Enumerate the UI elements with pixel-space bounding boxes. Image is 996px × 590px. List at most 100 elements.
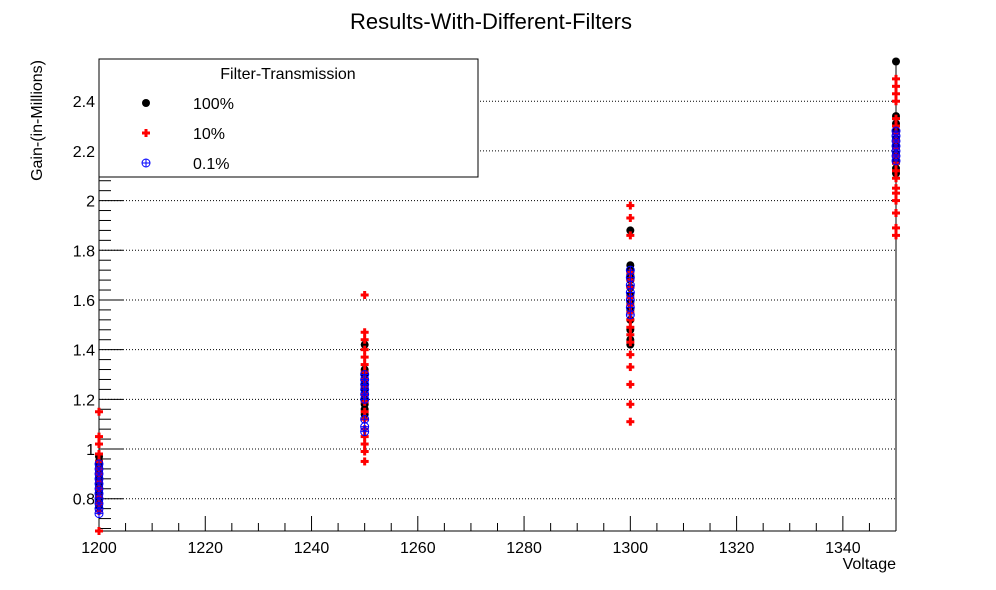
data-point — [360, 447, 369, 456]
plus-bar-vertical — [628, 363, 632, 372]
legend-box — [98, 58, 479, 178]
plus-bar-vertical — [628, 315, 632, 324]
data-point — [360, 360, 369, 369]
data-point — [892, 231, 900, 240]
y-tick-label: 1.4 — [73, 343, 95, 360]
plus-bar-vertical — [894, 184, 898, 193]
data-point — [892, 189, 900, 198]
x-tick-label: 1200 — [81, 540, 117, 557]
y-tick-label: 1.2 — [73, 392, 95, 409]
data-point — [892, 174, 900, 183]
y-tick-label: 2.2 — [73, 144, 95, 161]
data-point — [95, 440, 103, 449]
data-point — [892, 57, 900, 66]
data-point — [360, 394, 370, 404]
data-point — [626, 380, 635, 389]
data-point — [892, 82, 900, 91]
data-point — [626, 330, 635, 339]
plus-bar-vertical — [628, 213, 632, 222]
data-point — [360, 340, 369, 349]
data-point — [625, 302, 635, 312]
data-point — [626, 350, 635, 359]
plus-bar-vertical — [363, 457, 367, 466]
legend-marker — [142, 99, 150, 107]
plus-bar-vertical — [628, 417, 632, 426]
data-point — [892, 89, 900, 98]
plus-bar-vertical — [894, 166, 898, 175]
plus-bar-vertical — [97, 527, 101, 535]
data-point — [360, 328, 369, 337]
plus-bar-vertical — [894, 89, 898, 98]
plus-bar-vertical — [894, 223, 898, 232]
legend-label: 100% — [193, 96, 234, 113]
plus-bar-vertical — [363, 345, 367, 354]
plus-bar-vertical — [628, 330, 632, 339]
y-axis-title: Gain-(in-Millions) — [29, 60, 46, 181]
plus-bar-vertical — [628, 380, 632, 389]
data-point — [360, 432, 369, 441]
data-point — [891, 156, 901, 166]
plus-bar-vertical — [97, 432, 101, 441]
data-point — [360, 291, 369, 299]
data-point — [626, 213, 635, 222]
data-point — [626, 201, 635, 210]
plus-bar-vertical — [363, 440, 367, 449]
plus-bar-vertical — [628, 201, 632, 210]
plus-bar-vertical — [894, 114, 898, 123]
legend-label: 10% — [193, 126, 225, 143]
data-point — [360, 440, 369, 449]
plus-bar-vertical — [894, 82, 898, 91]
data-point — [892, 122, 900, 131]
data-point — [95, 449, 103, 458]
x-tick-label: 1340 — [825, 540, 861, 557]
series-2 — [94, 126, 901, 519]
x-tick-label: 1220 — [187, 540, 223, 557]
data-point — [626, 400, 635, 409]
x-tick-label: 1320 — [719, 540, 755, 557]
data-point — [626, 315, 635, 324]
data-point — [625, 273, 635, 283]
data-point — [360, 353, 369, 362]
data-point — [360, 457, 369, 466]
data-point — [626, 417, 635, 426]
data-point — [626, 363, 635, 372]
data-point — [360, 414, 370, 424]
data-point — [892, 209, 900, 218]
data-point — [892, 184, 900, 193]
chart-title: Results-With-Different-Filters — [350, 9, 632, 34]
plus-bar-vertical — [894, 74, 898, 83]
data-point — [892, 166, 900, 175]
plus-bar-vertical — [894, 189, 898, 198]
y-tick-label: 1.6 — [73, 293, 95, 310]
x-tick-label: 1300 — [613, 540, 649, 557]
data-point — [360, 407, 369, 416]
legend: Filter-Transmission 100% 10% 0.1% — [98, 58, 479, 178]
legend-title: Filter-Transmission — [220, 66, 355, 83]
y-tick-label: 2.4 — [73, 94, 95, 111]
data-point — [625, 310, 635, 320]
plus-bar-vertical — [363, 335, 367, 344]
data-point — [626, 231, 635, 240]
data-point — [625, 295, 635, 305]
data-point — [625, 288, 635, 298]
plus-bar-vertical — [894, 209, 898, 218]
data-point — [626, 338, 635, 347]
data-point — [625, 280, 635, 290]
data-point — [892, 74, 900, 83]
x-tick-label: 1280 — [506, 540, 542, 557]
legend-label: 0.1% — [193, 156, 229, 173]
plus-bar-vertical — [628, 400, 632, 409]
plus-bar-vertical — [97, 440, 101, 449]
plus-bar-vertical — [894, 174, 898, 183]
y-tick-label: 1.8 — [73, 243, 95, 260]
plus-bar-vertical — [363, 432, 367, 441]
legend-marker — [141, 158, 151, 168]
data-point — [95, 432, 103, 441]
plus-bar-vertical — [628, 350, 632, 359]
plus-bar-vertical — [894, 231, 898, 240]
data-point — [360, 335, 369, 344]
x-tick-label: 1260 — [400, 540, 436, 557]
plus-bar-vertical — [628, 231, 632, 240]
plus-bar-vertical — [628, 323, 632, 332]
